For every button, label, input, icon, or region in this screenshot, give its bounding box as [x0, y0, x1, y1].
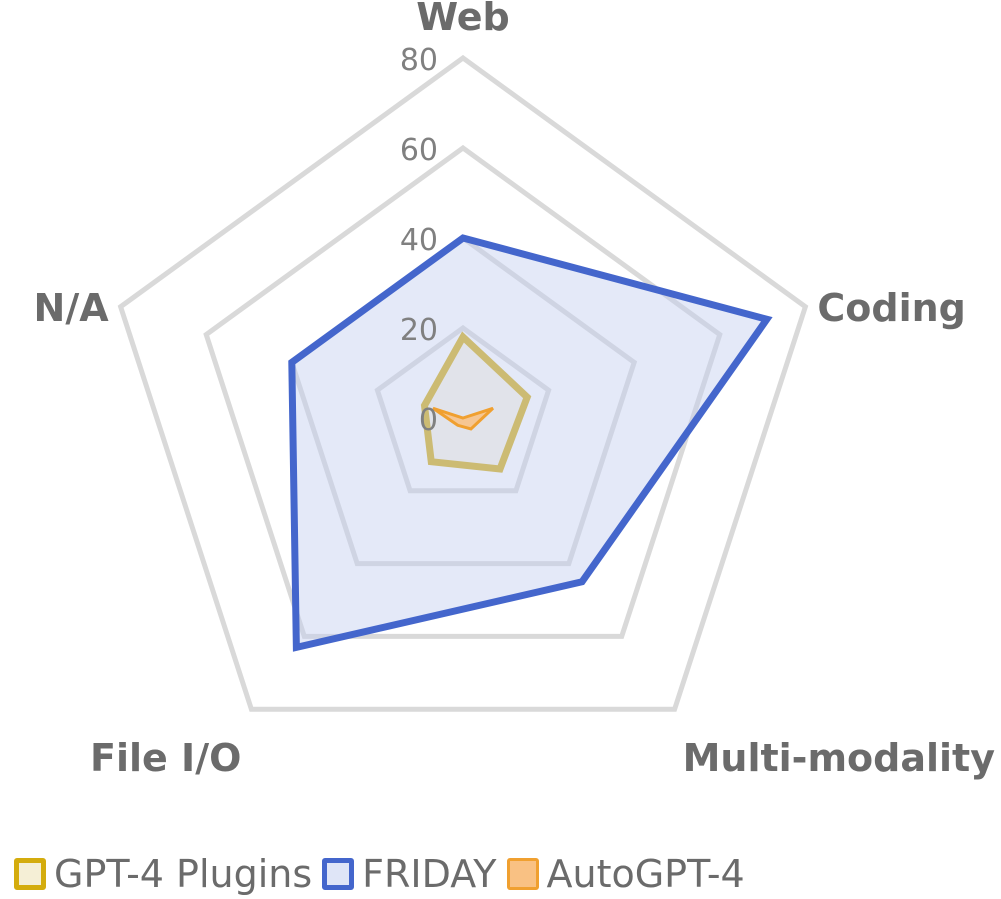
series-polygon-friday	[288, 234, 773, 652]
legend-item-autogpt4: AutoGPT-4	[506, 852, 745, 896]
legend-swatch-gpt4-plugins	[14, 858, 46, 890]
tick-label-20: 20	[400, 313, 438, 348]
grid-ring-60	[203, 144, 723, 639]
tick-label-40: 40	[400, 223, 438, 258]
series-polygon-gpt-4-plugins	[420, 331, 532, 473]
tick-label-0: 0	[419, 403, 438, 438]
series-polygon-autogpt-4	[432, 406, 494, 431]
radar-chart: 0 20 40 60 80 Web Coding Multi-modality File I/…	[34, 0, 996, 780]
axis-label-file-i-o: File I/O	[90, 736, 241, 780]
grid-ring-20	[374, 324, 552, 494]
radar-tick-labels: 0 20 40 60 80	[400, 43, 438, 438]
legend-label-gpt4-plugins: GPT-4 Plugins	[54, 852, 313, 896]
legend-label-friday: FRIDAY	[362, 852, 497, 896]
legend-label-autogpt4: AutoGPT-4	[546, 852, 745, 896]
legend: GPT-4 Plugins FRIDAY AutoGPT-4	[0, 852, 1001, 896]
tick-label-80: 80	[400, 43, 438, 78]
legend-item-gpt4-plugins: GPT-4 Plugins	[14, 852, 312, 896]
radar-axis-labels: Web Coding Multi-modality File I/O N/A	[34, 0, 996, 780]
legend-swatch-autogpt4	[506, 858, 539, 890]
legend-item-friday: FRIDAY	[322, 852, 497, 896]
axis-label-coding: Coding	[817, 286, 965, 330]
axis-label-web: Web	[416, 0, 510, 39]
legend-swatch-friday	[322, 858, 355, 890]
axis-label-multi-modality: Multi-modality	[683, 736, 996, 780]
tick-label-60: 60	[400, 133, 438, 168]
grid-ring-80	[117, 54, 809, 712]
radar-series	[288, 234, 773, 652]
axis-label-n-a: N/A	[34, 286, 110, 330]
